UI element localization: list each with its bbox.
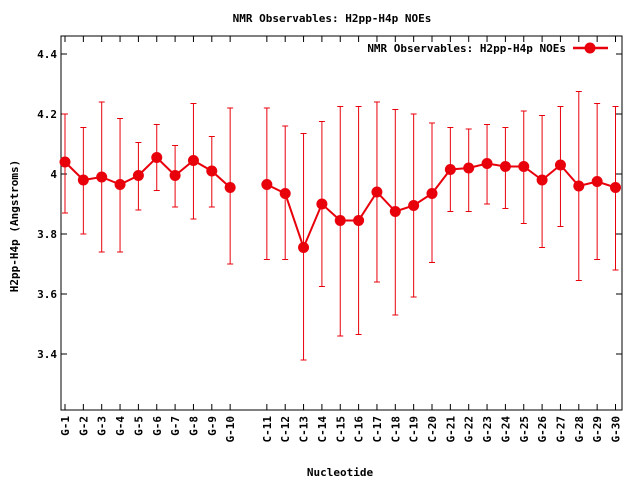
series-line — [64, 156, 231, 189]
y-tick-label: 3.4 — [37, 348, 57, 361]
data-point — [206, 165, 218, 177]
y-tick-label: 4 — [50, 168, 57, 181]
data-point — [463, 162, 475, 174]
legend-label: NMR Observables: H2pp-H4p NOEs — [367, 42, 566, 55]
x-tick-label: C-13 — [298, 416, 311, 443]
data-point — [536, 174, 548, 186]
y-tick-label: 4.4 — [37, 48, 57, 61]
data-point — [518, 161, 530, 172]
x-tick-label: G-2 — [77, 416, 90, 436]
data-point — [591, 176, 603, 187]
data-point — [444, 164, 456, 175]
y-tick-label: 3.6 — [37, 288, 57, 301]
x-tick-label: G-24 — [499, 416, 512, 443]
x-axis-title: Nucleotide — [307, 466, 374, 479]
chart-title: NMR Observables: H2pp-H4p NOEs — [233, 12, 432, 25]
x-tick-label: C-20 — [426, 416, 439, 443]
x-tick-label: G-30 — [610, 416, 623, 443]
x-tick-label: G-3 — [96, 416, 109, 436]
x-tick-label: G-1 — [59, 416, 72, 436]
x-tick-label: G-21 — [444, 416, 457, 443]
data-point — [554, 159, 566, 171]
x-tick-label: C-18 — [389, 416, 402, 443]
data-point — [371, 186, 383, 198]
x-tick-label: G-23 — [481, 416, 494, 443]
data-point — [316, 198, 328, 210]
data-point — [353, 215, 365, 226]
x-tick-label: G-10 — [224, 416, 237, 443]
x-tick-label: G-9 — [206, 416, 219, 436]
x-tick-label: C-16 — [353, 416, 366, 443]
data-point — [187, 155, 199, 166]
data-point — [298, 242, 310, 253]
x-tick-label: C-15 — [334, 416, 347, 443]
data-point — [114, 179, 126, 190]
data-point — [77, 174, 89, 186]
y-tick-label: 3.8 — [37, 228, 57, 241]
data-point — [389, 206, 401, 217]
data-point — [481, 158, 493, 169]
x-axis: G-1 G-2 G-3 G-4 G-5 G-6 G-7 G-8 G-9 G-10 C-11 C-12 C… — [59, 36, 623, 443]
data-series — [59, 91, 621, 361]
x-tick-label: C-12 — [279, 416, 292, 443]
x-tick-label: G-29 — [591, 416, 604, 443]
x-tick-label: C-11 — [261, 416, 274, 443]
x-tick-label: C-17 — [371, 416, 384, 443]
x-tick-label: G-6 — [151, 416, 164, 436]
data-point — [96, 171, 108, 183]
data-point — [224, 182, 236, 193]
legend: NMR Observables: H2pp-H4p NOEs — [367, 42, 608, 55]
x-tick-label: G-8 — [187, 416, 200, 436]
data-point — [499, 161, 511, 172]
y-axis: 3.4 3.6 3.8 4 4.2 4.4 — [37, 48, 622, 361]
data-point — [408, 200, 420, 211]
data-point — [334, 215, 346, 226]
x-tick-label: G-26 — [536, 416, 549, 443]
x-tick-label: G-28 — [573, 416, 586, 443]
x-tick-label: C-19 — [408, 416, 421, 443]
y-tick-label: 4.2 — [37, 108, 57, 121]
y-axis-title: H2pp-H4p (Angstroms) — [8, 160, 21, 292]
data-point — [573, 180, 585, 192]
plot-area-frame — [60, 35, 623, 411]
legend-marker — [584, 42, 596, 54]
data-point — [151, 152, 163, 163]
x-tick-label: C-14 — [316, 416, 329, 443]
data-point — [169, 170, 181, 181]
data-point — [426, 188, 438, 199]
x-tick-label: G-27 — [554, 416, 567, 443]
data-point — [279, 188, 291, 199]
data-point — [59, 156, 71, 168]
x-tick-label: G-7 — [169, 416, 182, 436]
x-tick-label: G-5 — [132, 416, 145, 436]
x-tick-label: G-4 — [114, 416, 127, 436]
x-tick-label: G-25 — [518, 416, 531, 443]
data-point — [610, 182, 621, 193]
data-point — [261, 179, 273, 190]
x-tick-label: G-22 — [463, 416, 476, 443]
data-point — [132, 170, 144, 181]
